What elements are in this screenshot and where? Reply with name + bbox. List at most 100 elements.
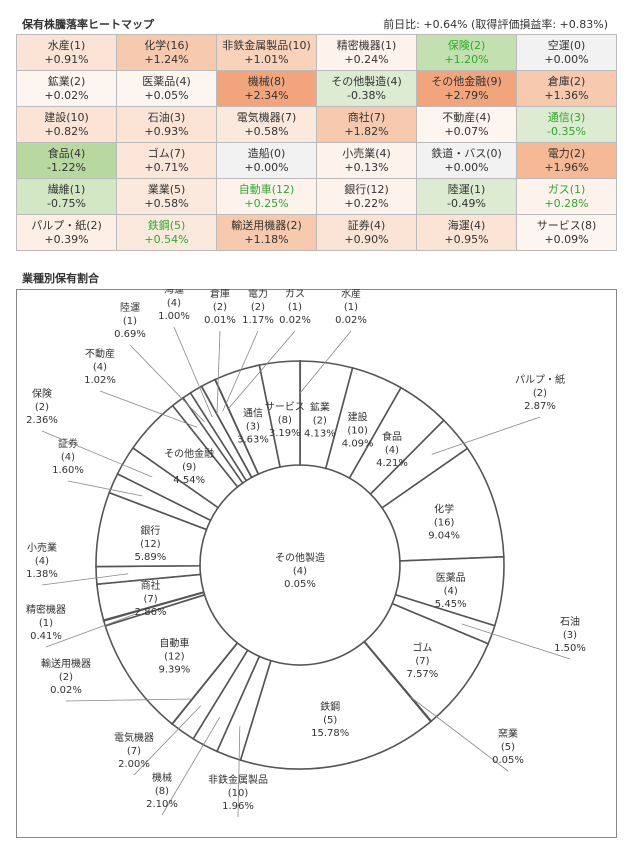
pie-label-count: (4) xyxy=(444,586,458,597)
pie-label-name: 窯業 xyxy=(498,727,518,740)
pie-label-count: (4) xyxy=(167,298,181,309)
pie-label: 精密機器 (1) 0.41% xyxy=(26,603,66,642)
heatmap-cell[interactable]: 医薬品(4) +0.05% xyxy=(117,71,217,107)
heatmap-cell[interactable]: 繊維(1) -0.75% xyxy=(17,179,117,215)
heatmap-cell[interactable]: 建設(10) +0.82% xyxy=(17,107,117,143)
heatmap-cell[interactable]: 鉄鋼(5) +0.54% xyxy=(117,215,217,251)
pie-leader-line xyxy=(45,613,136,648)
heatmap-cell[interactable]: 業業(5) +0.58% xyxy=(117,179,217,215)
pie-label: 電気機器 (7) 2.00% xyxy=(114,731,154,770)
heatmap-cell[interactable]: その他製造(4) -0.38% xyxy=(317,71,417,107)
heatmap-cell-value: +1.20% xyxy=(444,52,489,66)
pie-label-pct: 3.19% xyxy=(269,428,301,439)
pie-label-count: (8) xyxy=(155,786,169,797)
heatmap-cell-name: ガス(1) xyxy=(547,182,586,196)
heatmap-cell[interactable]: パルプ・紙(2) +0.39% xyxy=(17,215,117,251)
pie-label-name: 医薬品 xyxy=(436,572,466,584)
heatmap-cell-value: -0.35% xyxy=(547,124,586,138)
heatmap-cell[interactable]: 輸送用機器(2) +1.18% xyxy=(217,215,317,251)
pie-label-name: 小売業 xyxy=(27,541,57,554)
heatmap-cell[interactable]: 電気機器(7) +0.58% xyxy=(217,107,317,143)
heatmap-cell[interactable]: 自動車(12) +0.25% xyxy=(217,179,317,215)
pie-label: 食品 (4) 4.21% xyxy=(376,430,408,469)
pie-slice[interactable] xyxy=(258,360,301,468)
heatmap-cell-value: +0.00% xyxy=(544,52,589,66)
pie-label-pct: 0.02% xyxy=(279,315,311,326)
heatmap-cell-name: 鉄道・バス(0) xyxy=(431,146,502,160)
heatmap-cell-name: 石油(3) xyxy=(147,110,186,124)
heatmap-cell[interactable]: 海運(4) +0.95% xyxy=(417,215,517,251)
pie-label-name: 不動産 xyxy=(85,347,115,360)
heatmap-cell-name: 建設(10) xyxy=(44,110,89,124)
heatmap-cell[interactable]: 機械(8) +2.34% xyxy=(217,71,317,107)
pie-label-pct: 0.01% xyxy=(204,315,236,326)
pie-label-count: (4) xyxy=(293,566,307,577)
heatmap-cell-name: 非鉄金属製品(10) xyxy=(222,38,311,52)
heatmap-cell[interactable]: 小売業(4) +0.13% xyxy=(317,143,417,179)
heatmap-cell-value: +0.24% xyxy=(344,52,389,66)
pie-label-name: 精密機器 xyxy=(26,603,66,616)
pie-label-name: 電力 xyxy=(248,289,268,300)
heatmap-cell-value: +0.95% xyxy=(444,232,489,246)
pie-label-pct: 2.00% xyxy=(118,759,150,770)
pie-label: 陸運 (1) 0.69% xyxy=(114,301,146,340)
pie-label-pct: 2.36% xyxy=(26,415,58,426)
heatmap-cell[interactable]: 保険(2) +1.20% xyxy=(417,35,517,71)
heatmap-cell-value: +1.96% xyxy=(544,160,589,174)
heatmap-cell[interactable]: 石油(3) +0.93% xyxy=(117,107,217,143)
heatmap-cell[interactable]: ゴム(7) +0.71% xyxy=(117,143,217,179)
heatmap-cell-value: +0.00% xyxy=(444,160,489,174)
heatmap-cell-value: +0.91% xyxy=(44,52,89,66)
heatmap-cell[interactable]: 非鉄金属製品(10) +1.01% xyxy=(217,35,317,71)
pie-label-count: (4) xyxy=(61,452,75,463)
pie-label: 自動車 (12) 9.39% xyxy=(158,637,190,676)
heatmap-cell-value: +0.93% xyxy=(144,124,189,138)
heatmap-cell-value: +1.24% xyxy=(144,52,189,66)
heatmap-cell[interactable]: 不動産(4) +0.07% xyxy=(417,107,517,143)
pie-label-count: (5) xyxy=(323,715,337,726)
heatmap-cell-value: -1.22% xyxy=(47,160,86,174)
pie-label-count: (2) xyxy=(313,415,327,426)
pie-leader-line xyxy=(461,623,571,660)
pie-leader-line xyxy=(133,705,202,776)
pie-label-pct: 0.69% xyxy=(114,329,146,340)
heatmap-cell[interactable]: 食品(4) -1.22% xyxy=(17,143,117,179)
heatmap-cell[interactable]: サービス(8) +0.09% xyxy=(517,215,617,251)
pie-leader-line xyxy=(67,480,143,497)
heatmap-cell[interactable]: 空運(0) +0.00% xyxy=(517,35,617,71)
heatmap-cell[interactable]: 商社(7) +1.82% xyxy=(317,107,417,143)
pie-label-name: 証券 xyxy=(58,437,78,450)
heatmap-cell[interactable]: 化学(16) +1.24% xyxy=(117,35,217,71)
heatmap-cell-value: +0.58% xyxy=(244,124,289,138)
heatmap-cell[interactable]: ガス(1) +0.28% xyxy=(517,179,617,215)
pie-label-count: (4) xyxy=(93,362,107,373)
pie-label-name: 輸送用機器 xyxy=(41,657,91,670)
heatmap-cell[interactable]: 電力(2) +1.96% xyxy=(517,143,617,179)
heatmap-cell[interactable]: その他金融(9) +2.79% xyxy=(417,71,517,107)
heatmap-summary: 前日比: +0.64% (取得評価損益率: +0.83%) xyxy=(383,18,608,31)
heatmap-cell-value: +0.13% xyxy=(344,160,389,174)
heatmap-cell[interactable]: 倉庫(2) +1.36% xyxy=(517,71,617,107)
pie-label: 小売業 (4) 1.38% xyxy=(26,541,58,580)
heatmap-cell-name: 機械(8) xyxy=(247,74,286,88)
heatmap-cell[interactable]: 銀行(12) +0.22% xyxy=(317,179,417,215)
heatmap-cell-name: 造船(0) xyxy=(247,146,286,160)
heatmap-cell[interactable]: 鉱業(2) +0.02% xyxy=(17,71,117,107)
heatmap-cell-name: 海運(4) xyxy=(447,218,486,232)
heatmap-cell-name: 水産(1) xyxy=(47,38,86,52)
heatmap-cell[interactable]: 鉄道・バス(0) +0.00% xyxy=(417,143,517,179)
pie-label-name: 水産 xyxy=(341,289,361,300)
heatmap-cell[interactable]: 水産(1) +0.91% xyxy=(17,35,117,71)
pie-label-name: 鉱業 xyxy=(310,400,330,413)
heatmap-cell[interactable]: 陸運(1) -0.49% xyxy=(417,179,517,215)
pie-slice[interactable] xyxy=(239,640,432,770)
heatmap-cell[interactable]: 証券(4) +0.90% xyxy=(317,215,417,251)
pie-label-name: 建設 xyxy=(348,410,368,423)
pie-label-count: (5) xyxy=(501,742,515,753)
heatmap-cell[interactable]: 通信(3) -0.35% xyxy=(517,107,617,143)
pie-label-count: (1) xyxy=(288,302,302,313)
heatmap-cell[interactable]: 精密機器(1) +0.24% xyxy=(317,35,417,71)
heatmap-cell[interactable]: 造船(0) +0.00% xyxy=(217,143,317,179)
pie-label-name: 食品 xyxy=(382,430,402,443)
pie-label-pct: 2.10% xyxy=(146,799,178,810)
